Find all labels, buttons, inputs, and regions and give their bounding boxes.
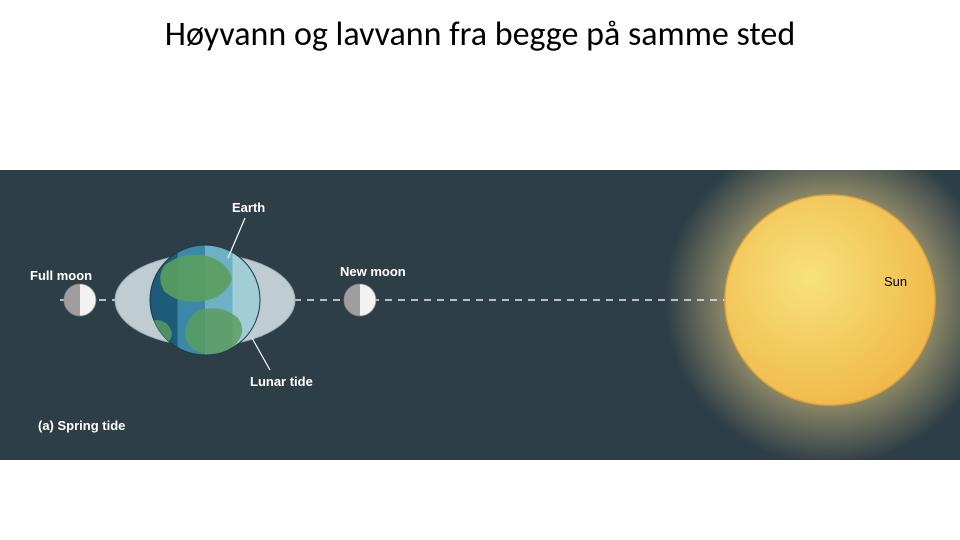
label-new-moon: New moon	[340, 264, 406, 279]
page: Høyvann og lavvann fra begge på samme st…	[0, 0, 960, 540]
label-sun: Sun	[884, 274, 907, 289]
new-moon	[344, 284, 376, 316]
sun-body	[725, 195, 935, 405]
label-earth: Earth	[232, 200, 265, 215]
diagram-caption: (a) Spring tide	[38, 418, 125, 433]
label-full-moon: Full moon	[30, 268, 92, 283]
page-title: Høyvann og lavvann fra begge på samme st…	[60, 14, 900, 55]
label-lunar-tide: Lunar tide	[250, 374, 313, 389]
diagram-svg	[0, 170, 960, 460]
tide-diagram: Full moon Earth New moon Lunar tide Sun …	[0, 170, 960, 460]
full-moon	[64, 284, 96, 316]
